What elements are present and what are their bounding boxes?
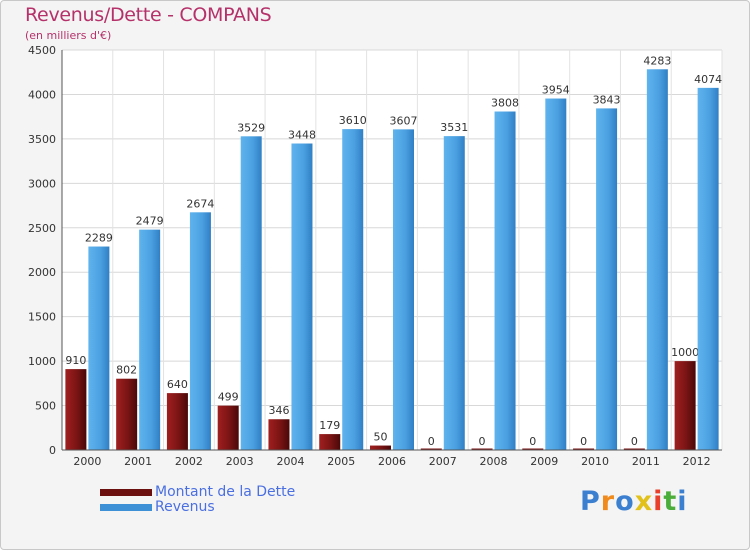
legend-label-debt: Montant de la Dette — [155, 484, 296, 500]
y-tick-label: 500 — [35, 400, 56, 413]
data-label-revenus: 2479 — [136, 215, 164, 228]
data-label-revenus: 3843 — [593, 93, 621, 106]
bar-debt-zero-2009 — [522, 448, 544, 450]
x-tick-label: 2006 — [378, 455, 406, 468]
data-label-debt: 179 — [319, 419, 340, 432]
data-label-revenus: 3531 — [440, 121, 468, 134]
x-tick-label: 2012 — [683, 455, 711, 468]
bar-revenus-2006 — [393, 129, 414, 450]
data-label-revenus: 4074 — [694, 73, 722, 86]
data-label-debt: 640 — [167, 378, 188, 391]
bar-debt-zero-2007 — [420, 448, 442, 450]
y-tick-label: 3500 — [28, 133, 56, 146]
data-label-revenus: 2289 — [85, 232, 113, 245]
bar-debt-2012 — [674, 361, 696, 450]
x-tick-label: 2005 — [327, 455, 355, 468]
axes: 0500100015002000250030003500400045002000… — [28, 44, 722, 468]
data-label-debt: 0 — [479, 435, 486, 448]
x-tick-label: 2000 — [73, 455, 101, 468]
y-tick-label: 0 — [49, 444, 56, 457]
logo-letter: P — [580, 486, 601, 517]
bar-revenus-2007 — [443, 136, 465, 450]
x-tick-label: 2010 — [581, 455, 609, 468]
y-tick-label: 2500 — [28, 222, 56, 235]
bar-revenus-2000 — [88, 246, 110, 450]
proxiti-logo: Proxiti — [580, 486, 688, 517]
data-label-revenus: 3607 — [390, 114, 418, 127]
logo-letter: o — [615, 486, 635, 517]
data-label-debt: 0 — [428, 435, 435, 448]
data-label-debt: 1000 — [671, 346, 699, 359]
bar-revenus-2008 — [494, 111, 516, 450]
data-label-revenus: 3448 — [288, 129, 316, 142]
bar-debt-2001 — [116, 378, 138, 450]
bar-revenus-2010 — [596, 108, 618, 451]
x-tick-label: 2001 — [124, 455, 152, 468]
bar-debt-2003 — [217, 405, 239, 450]
bar-debt-2000 — [65, 369, 87, 450]
bar-debt-2002 — [166, 393, 188, 450]
bar-revenus-2002 — [189, 212, 211, 450]
bar-revenus-2001 — [139, 229, 161, 450]
bar-debt-zero-2010 — [573, 448, 595, 450]
y-tick-label: 1500 — [28, 311, 56, 324]
chart-subtitle: (en milliers d'€) — [25, 29, 112, 42]
x-tick-label: 2008 — [480, 455, 508, 468]
bar-debt-2004 — [268, 419, 290, 450]
data-label-revenus: 3610 — [339, 114, 367, 127]
x-tick-label: 2002 — [175, 455, 203, 468]
bar-debt-2005 — [319, 434, 341, 450]
bar-revenus-2009 — [545, 98, 567, 451]
logo-letter: t — [663, 486, 678, 517]
data-label-revenus: 3529 — [237, 121, 265, 134]
data-label-debt: 346 — [268, 404, 289, 417]
bar-revenus-2004 — [291, 143, 313, 450]
data-label-revenus: 4283 — [643, 54, 671, 67]
bar-debt-2006 — [370, 445, 391, 450]
x-tick-label: 2009 — [530, 455, 558, 468]
logo-letter: r — [600, 486, 616, 517]
legend-label-revenus: Revenus — [155, 499, 215, 515]
y-tick-label: 3000 — [28, 177, 56, 190]
data-label-debt: 499 — [218, 391, 239, 404]
legend-swatch-revenus — [100, 504, 152, 511]
x-tick-label: 2007 — [429, 455, 457, 468]
data-label-debt: 50 — [374, 431, 388, 444]
data-label-debt: 910 — [65, 354, 86, 367]
chart-title: Revenus/Dette - COMPANS — [25, 4, 272, 26]
data-label-revenus: 2674 — [186, 197, 214, 210]
data-label-debt: 0 — [529, 435, 536, 448]
logo-letter: i — [653, 486, 664, 517]
bar-revenus-2011 — [646, 69, 668, 451]
bar-revenus-2003 — [240, 136, 262, 451]
bar-revenus-2005 — [342, 129, 364, 450]
y-tick-label: 2000 — [28, 266, 56, 279]
legend-swatch-debt — [100, 489, 152, 496]
bar-debt-zero-2008 — [471, 448, 493, 450]
y-tick-label: 1000 — [28, 355, 56, 368]
data-label-debt: 0 — [631, 435, 638, 448]
logo-letter: x — [634, 486, 654, 517]
x-tick-label: 2003 — [226, 455, 254, 468]
data-label-revenus: 3808 — [491, 97, 519, 110]
x-tick-label: 2004 — [276, 455, 304, 468]
data-label-revenus: 3954 — [542, 84, 570, 97]
x-tick-label: 2011 — [632, 455, 660, 468]
y-tick-label: 4000 — [28, 88, 56, 101]
y-tick-label: 4500 — [28, 44, 56, 57]
logo-letter: i — [677, 486, 688, 517]
bar-revenus-2012 — [697, 87, 719, 450]
bar-debt-zero-2011 — [623, 448, 645, 450]
grid-lines — [61, 49, 723, 451]
bars: 910 2289 802 2479 640 2674 499 3529 346 3448 179 36… — [65, 54, 722, 451]
data-label-debt: 802 — [116, 364, 137, 377]
plot-area — [62, 50, 722, 450]
data-label-debt: 0 — [580, 435, 587, 448]
